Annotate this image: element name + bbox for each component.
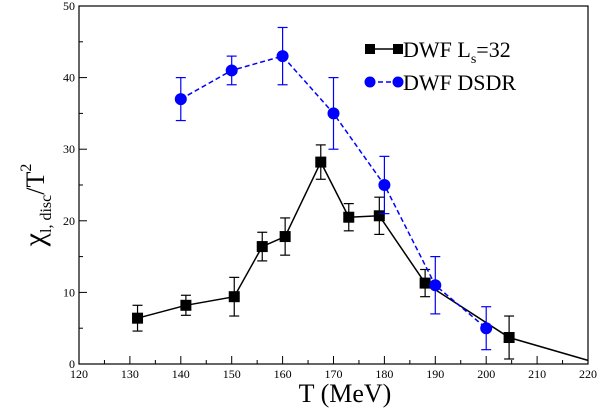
legend-label-dwf-ls32: DWF Ls=32	[403, 37, 511, 67]
legend-marker-dwf-dsdr	[364, 76, 376, 88]
x-tick-label: 160	[274, 367, 292, 381]
data-point-dwf-dsdr	[225, 64, 238, 77]
x-tick-label: 190	[426, 367, 444, 381]
y-axis-title-sup: 2	[18, 164, 35, 172]
legend-marker-dwf-dsdr	[392, 76, 404, 88]
data-point-dwf-l-s-32	[419, 277, 431, 289]
data-point-dwf-l-s-32	[373, 210, 385, 222]
data-point-dwf-l-s-32	[180, 299, 192, 311]
legend-label-sub: s	[471, 52, 476, 67]
legend-entry-dwf-dsdr: DWF DSDR	[364, 70, 516, 95]
legend-marker-dwf-ls32	[393, 44, 403, 54]
y-tick-label: 30	[63, 142, 75, 156]
legend-label-dwf-dsdr: DWF DSDR	[403, 70, 516, 95]
data-point-dwf-dsdr	[429, 279, 442, 292]
x-tick-label: 130	[121, 367, 139, 381]
x-tick-label: 210	[528, 367, 546, 381]
x-tick-label: 220	[579, 367, 597, 381]
y-axis-title-main: χ	[18, 232, 51, 247]
plot-frame	[78, 5, 589, 365]
x-tick-label: 180	[375, 367, 393, 381]
data-point-dwf-l-s-32	[132, 312, 144, 324]
legend-marker-dwf-ls32	[365, 44, 375, 54]
y-tick-label: 10	[63, 285, 75, 299]
y-tick-label: 50	[63, 0, 75, 13]
legend-label-main: DWF L	[403, 37, 471, 62]
data-point-dwf-l-s-32	[228, 291, 240, 303]
data-point-dwf-dsdr	[480, 322, 493, 335]
y-axis-title-rest: /T	[21, 172, 50, 195]
data-point-dwf-dsdr	[276, 50, 289, 63]
series-line-dwf-l-s-32	[137, 160, 589, 362]
plot-area: 120 130 140 150 160 170 180 190 200 210 220 0 10 20 30…	[63, 0, 597, 381]
svg-text:χl, disc/T2: χl, disc/T2	[18, 164, 55, 248]
legend-entry-dwf-ls32: DWF Ls=32	[365, 37, 511, 67]
x-tick-label: 170	[325, 367, 343, 381]
y-axis-title-sub: l, disc	[38, 195, 55, 233]
x-tick-label: 150	[223, 367, 241, 381]
data-point-dwf-dsdr	[174, 93, 187, 106]
data-point-dwf-l-s-32	[256, 241, 268, 253]
y-tick-label: 0	[69, 357, 75, 371]
data-point-dwf-l-s-32	[343, 211, 355, 223]
x-axis-title: T (MeV)	[299, 379, 392, 408]
data-point-dwf-dsdr	[378, 179, 391, 191]
y-axis-title: χl, disc/T2	[18, 164, 55, 248]
x-tick-label: 120	[70, 367, 88, 381]
data-point-dwf-l-s-32	[503, 332, 515, 344]
y-tick-label: 20	[63, 214, 75, 228]
legend-label-rest: =32	[476, 37, 510, 62]
x-tick-label: 140	[172, 367, 190, 381]
x-tick-label: 200	[477, 367, 495, 381]
y-tick-label: 40	[63, 71, 75, 85]
data-point-dwf-l-s-32	[279, 231, 291, 243]
data-point-dwf-l-s-32	[315, 156, 327, 168]
data-point-dwf-dsdr	[327, 107, 340, 120]
legend: DWF Ls=32 DWF DSDR	[364, 37, 516, 95]
